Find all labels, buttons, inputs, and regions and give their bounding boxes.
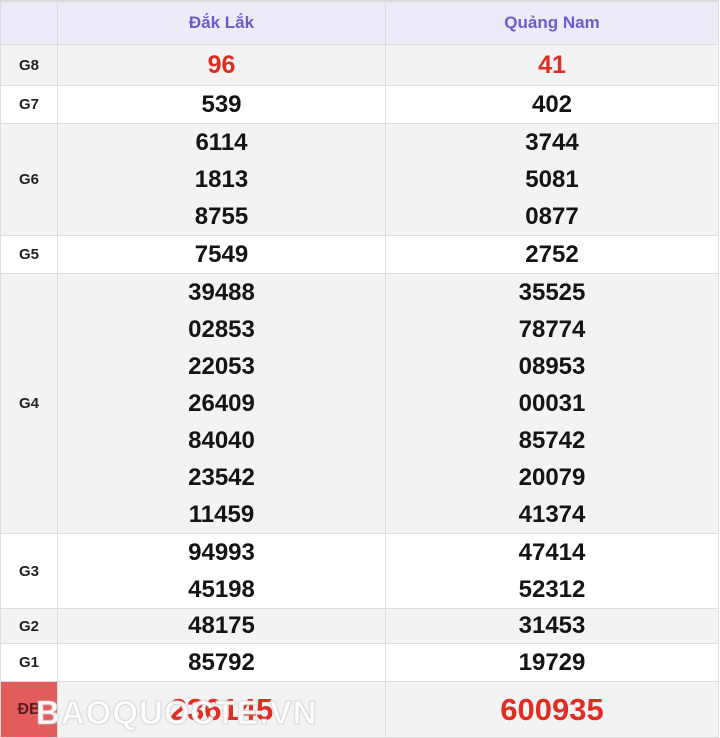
prize-value: 6114 [195, 129, 248, 156]
prize-value: 3744 [525, 129, 579, 156]
prize-label: G2 [0, 608, 58, 644]
prize-cell: 539 [57, 85, 386, 124]
prize-cell: 48175 [57, 608, 386, 644]
prize-value: 11459 [188, 501, 255, 528]
prize-label: ĐB [0, 681, 58, 738]
prize-value: 19729 [518, 649, 586, 676]
table-row: G8 96 41 [0, 44, 719, 86]
prize-value: 402 [531, 91, 573, 118]
prize-cell: 600935 [385, 681, 719, 738]
prize-value: 48175 [188, 612, 255, 639]
prize-value: 85792 [188, 649, 255, 676]
prize-value: 41 [538, 51, 566, 79]
prize-value: 35525 [518, 279, 586, 306]
prize-value: 02853 [188, 316, 255, 343]
table-row: G6 6114 1813 8755 3744 5081 0877 [0, 123, 719, 236]
prize-label: G4 [0, 273, 58, 534]
prize-cell: 41 [385, 44, 719, 86]
column-header-dak-lak: Đắk Lắk [57, 0, 386, 45]
prize-value: 20079 [518, 464, 586, 491]
prize-value: 31453 [518, 612, 586, 639]
prize-label: G6 [0, 123, 58, 236]
prize-cell: 2752 [385, 235, 719, 274]
table-row: G1 85792 19729 [0, 643, 719, 682]
table-body: G8 96 41 G7 539 402 G6 6114 1813 8755 3744 5081 0877… [0, 44, 719, 738]
prize-value: 94993 [188, 539, 255, 566]
table-row: G7 539 402 [0, 85, 719, 124]
prize-label: G8 [0, 44, 58, 86]
table-row: G2 48175 31453 [0, 608, 719, 644]
prize-value: 7549 [194, 241, 249, 268]
column-header-quang-nam: Quảng Nam [385, 0, 719, 45]
prize-value: 78774 [518, 316, 586, 343]
prize-cell: 402 [385, 85, 719, 124]
prize-cell: 236145 [57, 681, 386, 738]
prize-cell: 96 [57, 44, 386, 86]
prize-value: 52312 [518, 576, 586, 603]
prize-value: 39488 [188, 279, 255, 306]
table-row: G3 94993 45198 47414 52312 [0, 533, 719, 609]
prize-value: 85742 [518, 427, 586, 454]
prize-value: 2752 [525, 241, 579, 268]
prize-value: 45198 [188, 576, 255, 603]
prize-value: 23542 [188, 464, 255, 491]
prize-value: 96 [207, 51, 236, 79]
prize-value: 236145 [169, 692, 274, 727]
table-row: ĐB 236145 600935 [0, 681, 719, 738]
table-row: G4 39488 02853 22053 26409 84040 23542 11459 355… [0, 273, 719, 534]
corner-cell [0, 0, 58, 45]
prize-value: 00031 [518, 390, 586, 417]
prize-value: 600935 [500, 692, 604, 727]
prize-cell: 19729 [385, 643, 719, 682]
prize-value: 84040 [188, 427, 255, 454]
prize-value: 26409 [188, 390, 255, 417]
prize-cell: 94993 45198 [57, 533, 386, 609]
prize-cell: 6114 1813 8755 [57, 123, 386, 236]
prize-cell: 47414 52312 [385, 533, 719, 609]
prize-cell: 7549 [57, 235, 386, 274]
prize-cell: 35525 78774 08953 00031 85742 20079 41374 [385, 273, 719, 534]
prize-value: 22053 [188, 353, 255, 380]
prize-value: 539 [201, 91, 242, 118]
header-row: Đắk Lắk Quảng Nam [0, 0, 719, 45]
prize-value: 41374 [518, 501, 586, 528]
prize-value: 1813 [194, 166, 249, 193]
table-row: G5 7549 2752 [0, 235, 719, 274]
prize-cell: 39488 02853 22053 26409 84040 23542 11459 [57, 273, 386, 534]
prize-value: 5081 [525, 166, 579, 193]
prize-value: 47414 [518, 539, 586, 566]
prize-cell: 3744 5081 0877 [385, 123, 719, 236]
prize-cell: 85792 [57, 643, 386, 682]
prize-value: 08953 [518, 353, 586, 380]
prize-label: G7 [0, 85, 58, 124]
prize-value: 8755 [194, 203, 249, 230]
prize-label: G3 [0, 533, 58, 609]
prize-value: 0877 [525, 203, 579, 230]
prize-cell: 31453 [385, 608, 719, 644]
prize-label: G5 [0, 235, 58, 274]
prize-label: G1 [0, 643, 58, 682]
